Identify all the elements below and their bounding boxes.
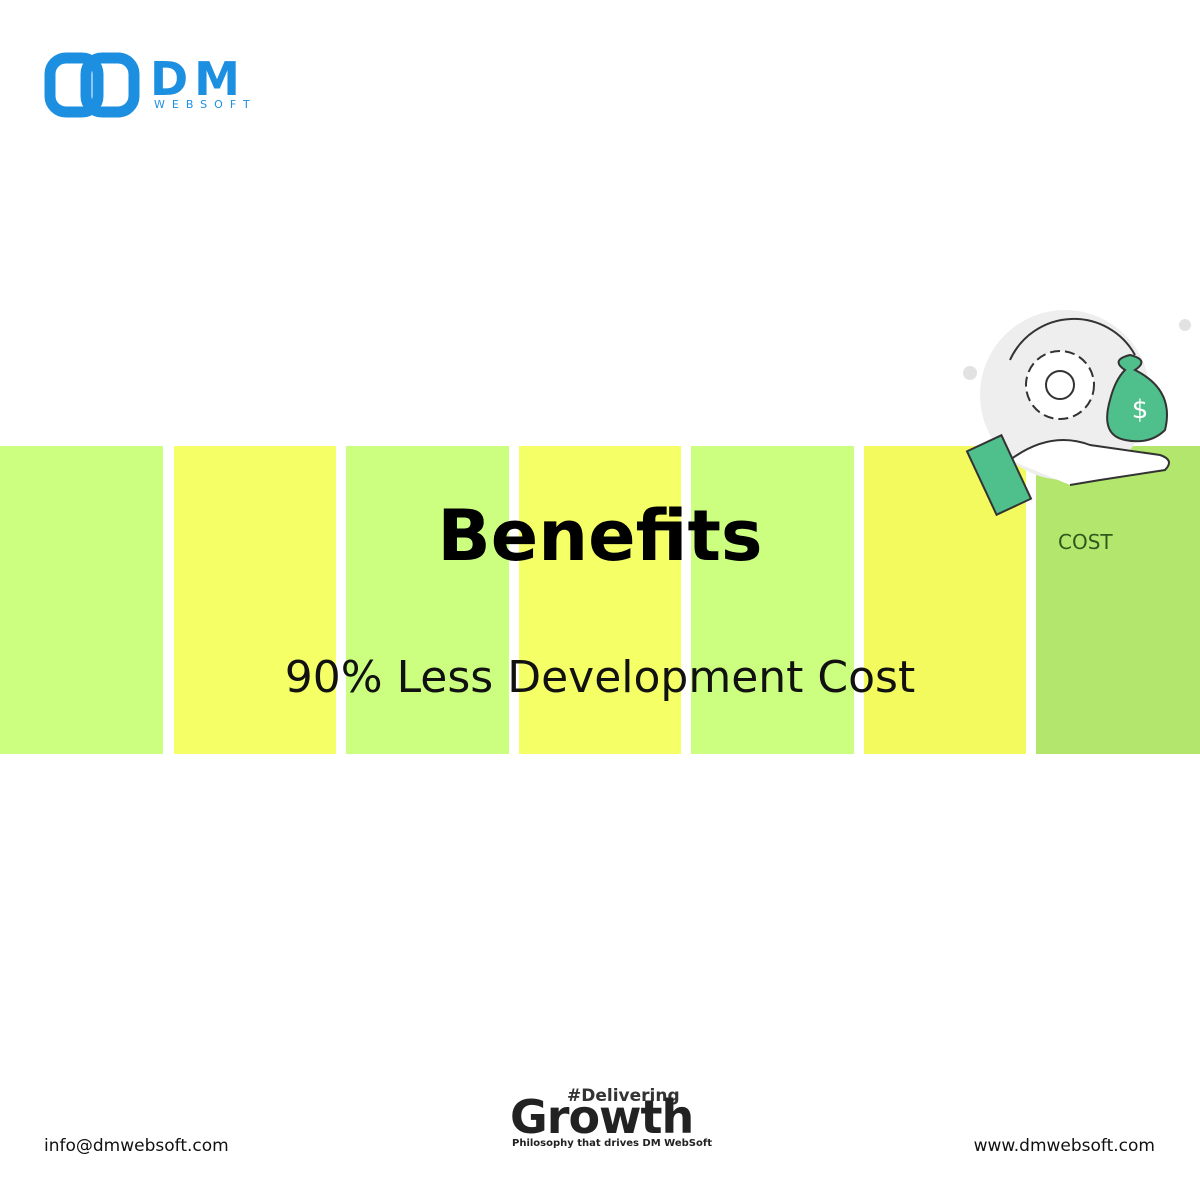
email: info@dmwebsoft.com	[44, 1136, 229, 1156]
stripe	[0, 446, 163, 754]
stripe	[1036, 446, 1200, 754]
tagline-word: Growth	[510, 1090, 694, 1144]
stripe	[346, 446, 509, 754]
stripe	[691, 446, 854, 754]
badge: COST	[1058, 530, 1113, 554]
stripe	[519, 446, 681, 754]
stripe	[174, 446, 336, 754]
svg-text:$: $	[1132, 395, 1149, 425]
website: www.dmwebsoft.com	[973, 1136, 1155, 1156]
title: Benefits	[437, 495, 763, 577]
logo-sub: WEBSOFT	[154, 98, 257, 111]
logo-name: DM	[150, 52, 246, 106]
tagline-caption: Philosophy that drives DM WebSoft	[512, 1138, 712, 1149]
logo-mark	[44, 52, 140, 118]
subtitle: 90% Less Development Cost	[284, 652, 916, 703]
cost-icon: $	[963, 310, 1191, 517]
tagline-hashtag: #Delivering	[567, 1086, 680, 1106]
